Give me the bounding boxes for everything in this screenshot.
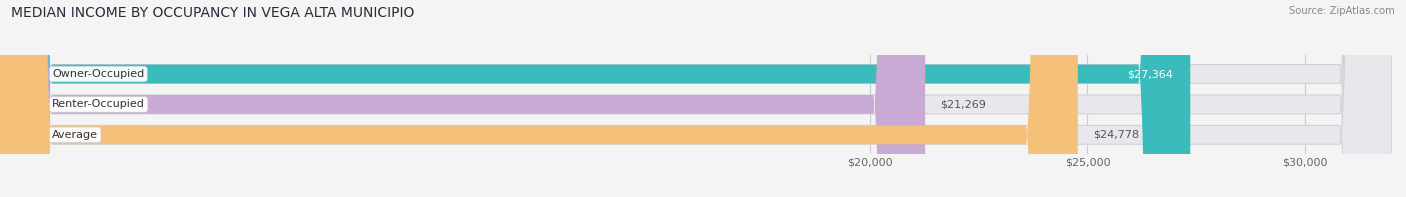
Text: Renter-Occupied: Renter-Occupied: [52, 99, 145, 109]
Text: Owner-Occupied: Owner-Occupied: [52, 69, 145, 79]
Text: $21,269: $21,269: [941, 99, 986, 109]
Text: Source: ZipAtlas.com: Source: ZipAtlas.com: [1289, 6, 1395, 16]
FancyBboxPatch shape: [0, 0, 1191, 197]
FancyBboxPatch shape: [0, 0, 925, 197]
Text: $24,778: $24,778: [1092, 130, 1139, 140]
Text: Average: Average: [52, 130, 98, 140]
FancyBboxPatch shape: [0, 0, 1078, 197]
Text: $27,364: $27,364: [1128, 69, 1173, 79]
Text: MEDIAN INCOME BY OCCUPANCY IN VEGA ALTA MUNICIPIO: MEDIAN INCOME BY OCCUPANCY IN VEGA ALTA …: [11, 6, 415, 20]
